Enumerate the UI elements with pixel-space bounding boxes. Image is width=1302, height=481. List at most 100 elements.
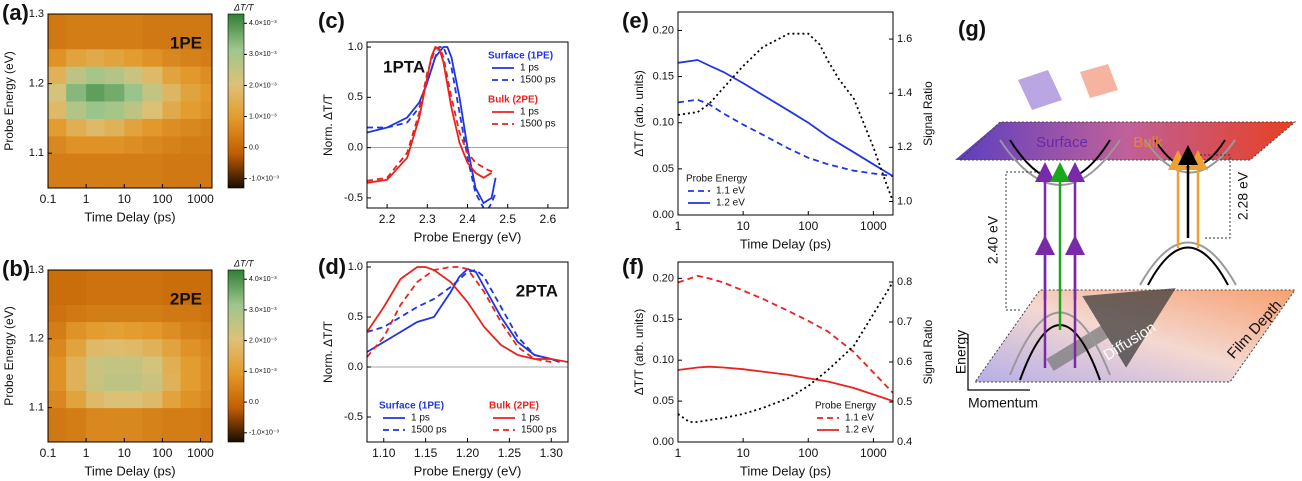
- wavepacket: [1080, 64, 1118, 98]
- heatmap-cell: [86, 356, 105, 374]
- heatmap-cell: [162, 14, 182, 50]
- heatmap-cell: [162, 390, 182, 409]
- heatmap-cell: [66, 83, 87, 102]
- x-tick-label: 2.6: [540, 212, 557, 226]
- heatmap-cell: [162, 135, 182, 154]
- heatmap-cell: [162, 321, 182, 340]
- heatmap-cell: [200, 14, 213, 50]
- chart: (f) 1 10 100 1000 0.00 0.05 0.10 0.15 0.20 0.4 0.5 0…: [622, 254, 935, 479]
- heatmap-cell: [142, 304, 163, 323]
- y-tick-label: 1.0: [348, 41, 363, 53]
- heatmap-cell: [124, 101, 143, 119]
- plot-frame: [677, 11, 894, 216]
- diffusion-arrow: [1046, 288, 1176, 371]
- heatmap-cell: [142, 135, 163, 154]
- colorbar-tick-label: 4.0×10⁻³: [249, 20, 277, 27]
- y2-tick-label: 1.6: [897, 33, 912, 45]
- y-tick-label: 1.0: [348, 261, 363, 273]
- heatmap-cell: [124, 66, 143, 85]
- gap-label: 2.28 eV: [1235, 171, 1251, 220]
- heatmap-cell: [48, 338, 67, 357]
- heatmap-cell: [180, 48, 202, 67]
- heatmap-cell: [200, 48, 213, 67]
- heatmap-cell: [104, 338, 125, 357]
- x-tick-label: 1000: [187, 192, 214, 206]
- y-tick-label: 0.5: [348, 91, 363, 103]
- heatmap-cell: [200, 118, 213, 137]
- energy-label: Energy: [953, 330, 969, 374]
- heatmap-cell: [200, 390, 213, 409]
- heatmap-cell: [200, 135, 213, 154]
- heatmap-cell: [162, 83, 182, 102]
- annotation: 1PTA: [383, 57, 425, 76]
- line-series: [367, 266, 568, 363]
- heatmap-cell: [48, 66, 67, 85]
- y-tick-label: -0.5: [344, 411, 363, 423]
- heatmap-cell: [180, 270, 202, 305]
- x-axis-label: Time Delay (ps): [84, 463, 175, 478]
- heatmap-cell: [66, 153, 87, 189]
- heatmap-cell: [124, 83, 143, 102]
- y-tick-label: 1.1: [29, 402, 44, 414]
- heatmap-cell: [66, 390, 87, 409]
- heatmap-cell: [48, 373, 67, 391]
- heatmap-cell: [124, 270, 143, 305]
- legend-title: Surface (1PE): [379, 401, 444, 412]
- heatmap-cell: [66, 118, 87, 137]
- heatmap-cell: [86, 373, 105, 391]
- heatmap-cell: [142, 390, 163, 409]
- heatmap-cell: [66, 373, 87, 391]
- y2-tick-label: 0.7: [897, 316, 912, 328]
- heatmap-cell: [180, 153, 202, 189]
- y-tick-label: 0.00: [653, 209, 674, 221]
- legend-label: 1.2 eV: [845, 425, 874, 436]
- heatmap-cell: [124, 356, 143, 374]
- heatmap-cell: [162, 66, 182, 85]
- line-series: [367, 269, 560, 363]
- panel-label: (c): [318, 8, 345, 33]
- colorbar-tick-label: 1.0×10⁻³: [249, 113, 277, 120]
- heatmap-cell: [124, 390, 143, 409]
- heatmap-cell: [66, 270, 87, 305]
- x-tick-label: 0.1: [40, 446, 57, 460]
- chart: (b) ΔT/T -1.0×10⁻³ 0.0 1.0×10⁻³ 2.0×10⁻³ 3.0×1…: [2, 256, 280, 479]
- heatmap-cell: [48, 14, 67, 50]
- colorbar-tick-label: -1.0×10⁻³: [249, 176, 280, 183]
- panel-label: (f): [622, 254, 644, 279]
- heatmap-cell: [180, 407, 202, 443]
- x-axis-label: Probe Energy (eV): [414, 229, 522, 244]
- y-axis-label: Probe Energy (eV): [2, 306, 16, 405]
- legend-label: 1 ps: [520, 63, 539, 74]
- x-tick-label: 100: [798, 219, 818, 233]
- heatmap-cell: [48, 135, 67, 154]
- y-axis-label: Probe Energy (eV): [2, 51, 16, 150]
- colorbar: [227, 13, 245, 189]
- heatmap-cell: [162, 153, 182, 189]
- heatmap-cell: [142, 48, 163, 67]
- heatmap-cell: [180, 390, 202, 409]
- plot-frame: [47, 269, 213, 443]
- legend-title: Bulk (2PE): [489, 401, 539, 412]
- x-tick-label: 1: [83, 192, 90, 206]
- x-tick-label: 10: [736, 446, 750, 460]
- chart: (a) ΔT/T -1.0×10⁻³ 0.0 1.0×10⁻³ 2.0×10⁻³ 3.0×1…: [2, 0, 280, 224]
- x-tick-label: 100: [152, 446, 172, 460]
- heatmap-cell: [86, 83, 105, 102]
- heatmap-cell: [86, 14, 105, 50]
- band-diagram: (g) Surface Bulk 2.40 eV 2.28 eV Diffusi…: [953, 16, 1297, 411]
- heatmap-cell: [66, 407, 87, 443]
- x-tick-label: 1.10: [372, 446, 396, 460]
- annotation: 1PE: [170, 33, 202, 52]
- colorbar-tick-label: 3.0×10⁻³: [249, 307, 277, 314]
- heatmap-cell: [142, 407, 163, 443]
- heatmap-cell: [142, 321, 163, 340]
- heatmap-cell: [124, 14, 143, 50]
- colorbar: [227, 269, 245, 443]
- heatmap-cell: [104, 270, 125, 305]
- y-tick-label: 0.0: [348, 142, 363, 154]
- x-tick-label: 1000: [860, 219, 887, 233]
- legend-label: 1500 ps: [521, 425, 557, 436]
- heatmap-cell: [200, 321, 213, 340]
- line-series: [678, 365, 893, 402]
